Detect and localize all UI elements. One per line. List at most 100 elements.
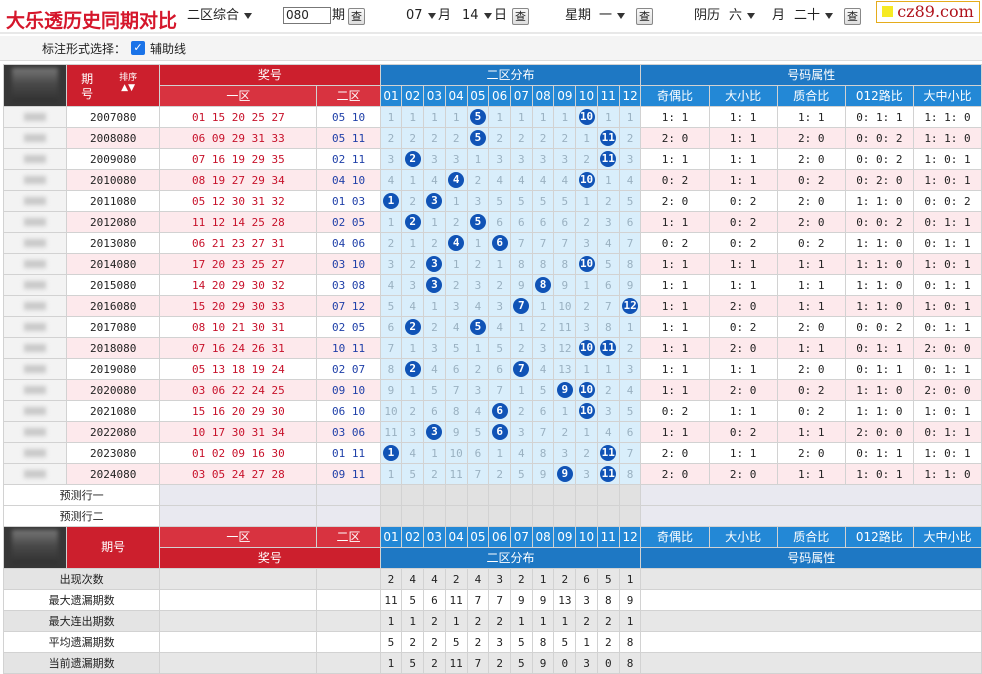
day-select[interactable]: 14 bbox=[462, 6, 492, 26]
predict-dist-cell[interactable] bbox=[488, 484, 511, 506]
attr-cell: 1: 1 bbox=[708, 358, 778, 380]
table-row: 2024080 03 05 24 27 28 09 11 1 5 2 11 7 2 5 9 9 3 11 8… bbox=[2, 463, 982, 485]
zone2-numbers: 05 10 bbox=[316, 106, 381, 128]
predict-dist-cell[interactable] bbox=[488, 505, 511, 527]
month-select[interactable]: 07 bbox=[406, 6, 436, 26]
stat-label: 平均遗漏期数 bbox=[2, 631, 161, 653]
predict-dist-cell[interactable] bbox=[423, 505, 446, 527]
dist-cell: 5 bbox=[553, 190, 577, 212]
predict-zone2[interactable] bbox=[316, 505, 381, 527]
week-select[interactable]: 一 bbox=[599, 6, 625, 26]
attr-cell: 1: 1 bbox=[640, 295, 710, 317]
period-header[interactable]: 期号 排序 ▲▼ bbox=[66, 64, 161, 107]
attr-cell: 0: 2 bbox=[640, 232, 710, 254]
dist-cell: 2 bbox=[423, 232, 446, 254]
dist-cell: 5 bbox=[510, 190, 533, 212]
predict-dist-cell[interactable] bbox=[553, 484, 577, 506]
predict-dist-cell[interactable] bbox=[596, 484, 620, 506]
blurred-thumbnail bbox=[24, 301, 47, 310]
predict-dist-cell[interactable] bbox=[510, 484, 533, 506]
predict-dist-cell[interactable] bbox=[618, 505, 642, 527]
dist-cell: 1 bbox=[444, 106, 468, 128]
row-thumbnail bbox=[2, 337, 68, 359]
stat-empty bbox=[316, 631, 381, 653]
predict-zone2[interactable] bbox=[316, 484, 381, 506]
query-lunar-button[interactable]: 查 bbox=[844, 8, 861, 25]
query-week-button[interactable]: 查 bbox=[636, 8, 653, 25]
predict-dist-cell[interactable] bbox=[510, 505, 533, 527]
zone-select[interactable]: 二区综合 bbox=[187, 6, 252, 26]
dist-cell: 2 bbox=[401, 127, 425, 149]
attr-cell: 0: 1: 1 bbox=[912, 421, 982, 443]
predict-dist-cell[interactable] bbox=[401, 505, 425, 527]
stat-value: 9 bbox=[531, 652, 555, 674]
table-row: 2021080 15 16 20 29 30 06 10 10 2 6 8 4 6 2 6 1 10 3 5… bbox=[2, 400, 982, 422]
num-header-01: 01 bbox=[379, 85, 403, 107]
predict-dist-cell[interactable] bbox=[379, 505, 403, 527]
predict-dist-cell[interactable] bbox=[531, 505, 555, 527]
sort-button[interactable]: 排序 ▲▼ bbox=[119, 73, 137, 93]
logo-mark-icon bbox=[882, 6, 894, 17]
hit-ball: 11 bbox=[600, 151, 617, 167]
blurred-thumbnail bbox=[24, 112, 47, 121]
attr-cell: 1: 0: 1 bbox=[844, 463, 914, 485]
predict-row-label[interactable]: 预测行二 bbox=[2, 505, 161, 527]
attr-cell: 2: 0 bbox=[708, 337, 778, 359]
attr-cell: 1: 1 bbox=[708, 169, 778, 191]
dist-cell: 2 bbox=[401, 190, 425, 212]
guide-line-checkbox[interactable]: ✓ bbox=[131, 41, 145, 55]
dist-cell: 4 bbox=[379, 169, 403, 191]
predict-zone1[interactable] bbox=[159, 484, 318, 506]
stat-label: 当前遗漏期数 bbox=[2, 652, 161, 674]
num-header-12: 12 bbox=[618, 85, 642, 107]
hit-ball: 2 bbox=[404, 319, 421, 335]
dist-cell: 3 bbox=[575, 316, 598, 338]
predict-dist-cell[interactable] bbox=[401, 484, 425, 506]
lunar-month-select[interactable]: 六 bbox=[729, 6, 755, 26]
zone1-numbers: 14 20 29 30 32 bbox=[159, 274, 318, 296]
zone1-numbers: 05 13 18 19 24 bbox=[159, 358, 318, 380]
period-input[interactable]: 080 bbox=[283, 7, 331, 24]
footer-num-header-06: 06 bbox=[488, 526, 511, 548]
predict-attr bbox=[640, 505, 982, 527]
stat-value: 8 bbox=[618, 652, 642, 674]
blurred-thumbnail bbox=[24, 364, 47, 373]
attr-cell: 1: 1 bbox=[640, 379, 710, 401]
predict-dist-cell[interactable] bbox=[575, 484, 598, 506]
attr-cell: 2: 0 bbox=[776, 190, 846, 212]
blurred-thumbnail bbox=[24, 469, 47, 478]
lunar-day-select[interactable]: 二十 bbox=[794, 6, 833, 26]
predict-dist-cell[interactable] bbox=[618, 484, 642, 506]
predict-dist-cell[interactable] bbox=[553, 505, 577, 527]
predict-dist-cell[interactable] bbox=[575, 505, 598, 527]
attr-cell: 0: 0: 2 bbox=[844, 148, 914, 170]
dist-cell: 1 bbox=[575, 358, 598, 380]
site-logo[interactable]: cz89.com bbox=[876, 1, 980, 23]
predict-dist-cell[interactable] bbox=[444, 505, 468, 527]
predict-dist-cell[interactable] bbox=[531, 484, 555, 506]
attr-header-3: 012路比 bbox=[844, 85, 914, 107]
footer-num-header-08: 08 bbox=[531, 526, 555, 548]
query-period-button[interactable]: 查 bbox=[348, 8, 365, 25]
hit-ball: 4 bbox=[448, 172, 465, 188]
zone1-numbers: 07 16 19 29 35 bbox=[159, 148, 318, 170]
dist-cell: 1 bbox=[618, 106, 642, 128]
dist-cell-hit: 5 bbox=[466, 316, 490, 338]
predict-dist-cell[interactable] bbox=[596, 505, 620, 527]
predict-dist-cell[interactable] bbox=[423, 484, 446, 506]
predict-dist-cell[interactable] bbox=[466, 505, 490, 527]
footer-attr-header-4: 大中小比 bbox=[912, 526, 982, 548]
dist-cell: 10 bbox=[553, 295, 577, 317]
predict-row-label[interactable]: 预测行一 bbox=[2, 484, 161, 506]
dist-cell: 8 bbox=[531, 442, 555, 464]
hit-ball: 10 bbox=[578, 109, 595, 125]
dist-cell: 6 bbox=[466, 442, 490, 464]
dist-cell: 8 bbox=[618, 253, 642, 275]
predict-dist-cell[interactable] bbox=[444, 484, 468, 506]
guide-line-checkbox-label[interactable]: 辅助线 bbox=[150, 42, 187, 56]
predict-dist-cell[interactable] bbox=[466, 484, 490, 506]
predict-zone1[interactable] bbox=[159, 505, 318, 527]
dist-cell-hit: 11 bbox=[596, 463, 620, 485]
query-date-button[interactable]: 查 bbox=[512, 8, 529, 25]
predict-dist-cell[interactable] bbox=[379, 484, 403, 506]
